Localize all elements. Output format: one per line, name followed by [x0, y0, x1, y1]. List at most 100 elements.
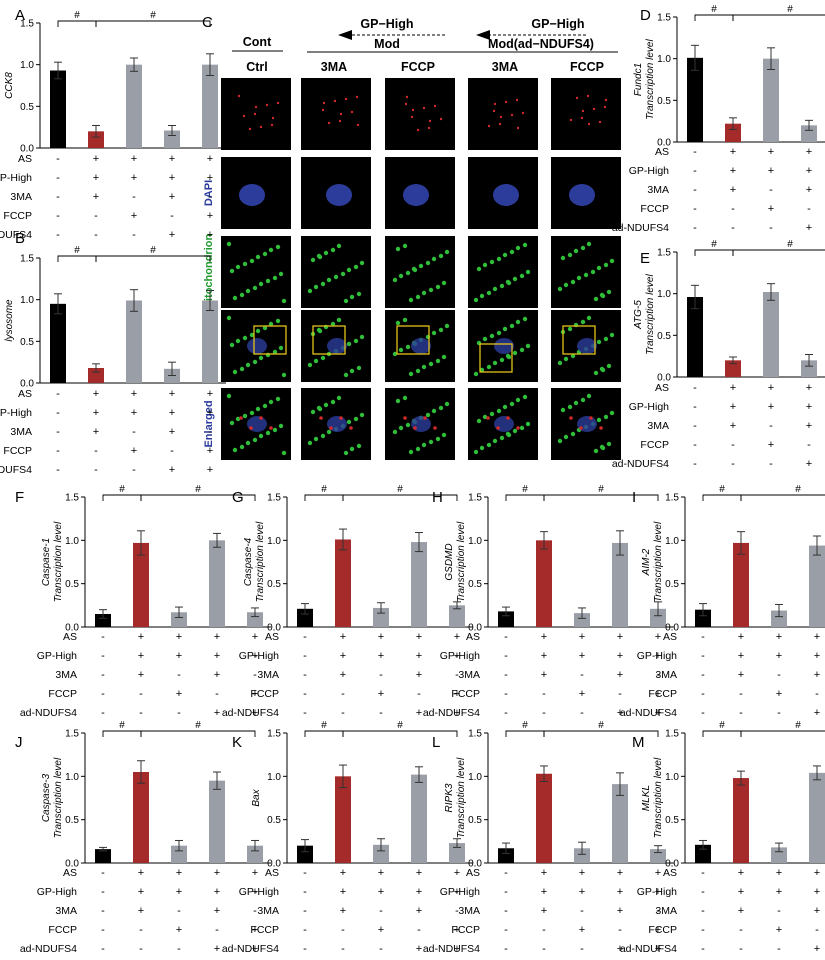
- mitochondrion-blob: [496, 256, 502, 262]
- mitochondrion-blob: [486, 364, 492, 370]
- condition-sign: +: [730, 420, 736, 432]
- y-tick-label: 0.5: [657, 96, 671, 107]
- significance-mark: #: [719, 720, 725, 731]
- condition-sign: +: [207, 153, 213, 165]
- mitochondrion-blob: [258, 355, 264, 361]
- bar: [801, 125, 817, 142]
- bar: [411, 542, 427, 627]
- mitochondrion-blob: [255, 254, 261, 260]
- condition-sign: +: [214, 650, 220, 662]
- mitochondrion-blob: [346, 419, 352, 425]
- zoom-box: [312, 325, 346, 355]
- condition-sign: -: [101, 669, 105, 681]
- mitochondrion-blob: [496, 330, 502, 336]
- lysosome-dot: [270, 123, 274, 127]
- mitochondrion-blob: [326, 277, 332, 283]
- condition-sign: +: [93, 172, 99, 184]
- condition-sign: -: [815, 924, 819, 936]
- condition-sign: +: [207, 464, 213, 476]
- mitochondrion-blob: [245, 362, 251, 368]
- condition-sign: +: [176, 924, 182, 936]
- significance-bracket: [694, 14, 734, 21]
- condition-label: AS: [655, 146, 669, 158]
- condition-label: FCCP: [640, 439, 669, 451]
- bar: [411, 774, 427, 863]
- mitochondrion-blob: [525, 269, 531, 275]
- nucleus: [247, 416, 267, 432]
- condition-sign: +: [738, 669, 744, 681]
- condition-sign: -: [139, 707, 143, 719]
- mitochondrion-blob: [431, 256, 437, 262]
- mitochondrion-blob: [583, 272, 589, 278]
- mitochondrion-blob: [515, 245, 521, 251]
- condition-label: AS: [466, 631, 480, 643]
- lysosome-dot: [499, 115, 503, 119]
- condition-sign: +: [655, 924, 661, 936]
- y-axis-label-2: Transcription level: [456, 521, 467, 602]
- lysosome-dot: [329, 426, 333, 430]
- lysosome-dot: [239, 416, 243, 420]
- condition-sign: +: [214, 886, 220, 898]
- lysosome-dot: [487, 124, 491, 128]
- mitochondrion-blob: [489, 259, 495, 265]
- significance-mark: #: [719, 484, 725, 495]
- mitochondrion-blob: [435, 284, 441, 290]
- panel-letter: L: [432, 734, 440, 751]
- lysosome-dot: [504, 100, 508, 104]
- condition-label: FCCP: [48, 924, 77, 936]
- mitochondrion-blob: [262, 325, 268, 331]
- panel-letter: J: [15, 734, 23, 751]
- condition-sign: -: [417, 688, 421, 700]
- condition-label: ad-NDUFS4: [222, 707, 279, 719]
- mitochondrion-blob: [509, 249, 515, 255]
- condition-sign: -: [739, 707, 743, 719]
- y-axis-label: RIPK3: [444, 783, 455, 812]
- lysosome-dot: [259, 125, 263, 129]
- condition-sign: -: [379, 943, 383, 955]
- condition-sign: +: [340, 669, 346, 681]
- mitochondrion-blob: [609, 410, 615, 416]
- condition-sign: -: [769, 184, 773, 196]
- condition-sign: -: [101, 886, 105, 898]
- bar: [88, 131, 104, 148]
- mitochondrion-blob: [593, 296, 599, 302]
- condition-sign: +: [131, 388, 137, 400]
- condition-sign: -: [739, 688, 743, 700]
- condition-sign: +: [378, 631, 384, 643]
- mitochondrion-blob: [275, 244, 281, 250]
- zoom-box: [396, 325, 430, 355]
- condition-sign: -: [693, 165, 697, 177]
- condition-sign: +: [378, 688, 384, 700]
- condition-label: GP-High: [637, 886, 677, 898]
- lysosome-dot: [413, 426, 417, 430]
- condition-sign: -: [132, 464, 136, 476]
- condition-sign: -: [580, 943, 584, 955]
- condition-sign: -: [504, 669, 508, 681]
- mitochondrion-blob: [603, 414, 609, 420]
- mitochondrion-blob: [603, 262, 609, 268]
- mitochondrion-blob: [235, 264, 241, 270]
- condition-sign: -: [455, 669, 459, 681]
- panel-letter: G: [232, 489, 244, 506]
- mitochondrion-blob: [482, 414, 488, 420]
- condition-sign: -: [177, 707, 181, 719]
- mitochondrion-blob: [606, 363, 612, 369]
- y-tick-label: 1.5: [665, 729, 679, 740]
- mitochondrion-blob: [593, 370, 599, 376]
- panel-letter: D: [640, 7, 651, 24]
- condition-sign: +: [93, 153, 99, 165]
- condition-sign: -: [504, 867, 508, 879]
- mitochondrion-blob: [444, 323, 450, 329]
- mitochondrion-blob: [343, 298, 349, 304]
- mitochondrion-blob: [395, 246, 401, 252]
- y-axis-label: Caspase-3: [41, 773, 52, 822]
- mod-arrow-head: [338, 30, 352, 40]
- mitochondrion-blob: [512, 276, 518, 282]
- mitochondrion-blob: [336, 243, 342, 249]
- condition-sign: -: [379, 669, 383, 681]
- mitochondrion-blob: [505, 431, 511, 437]
- significance-bracket: [732, 249, 825, 256]
- mitochondrion-blob: [278, 345, 284, 351]
- y-tick-label: 1.0: [665, 772, 679, 783]
- significance-mark: #: [787, 4, 793, 15]
